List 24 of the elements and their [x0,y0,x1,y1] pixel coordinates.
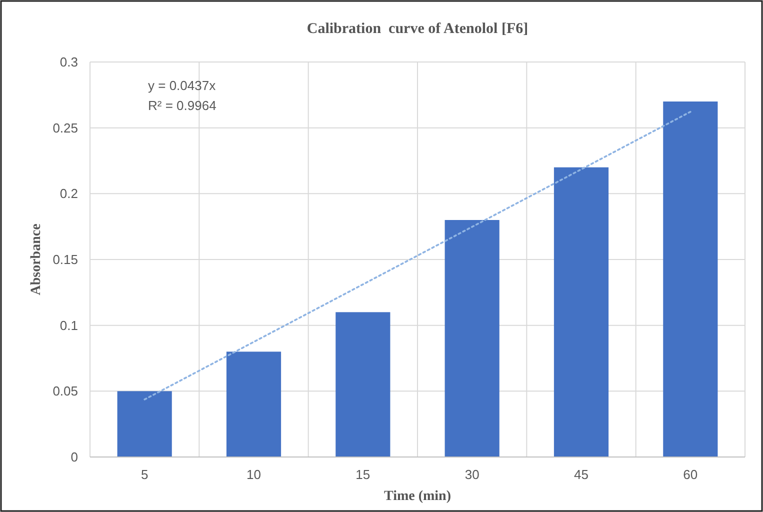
y-tick-label: 0.1 [60,318,78,333]
bar [117,391,172,457]
x-tick-label: 5 [140,467,148,482]
chart-title: Calibration curve of Atenolol [F6] [306,21,528,37]
y-tick-label: 0.15 [52,252,78,268]
annotation: y = 0.0437x [148,78,216,93]
y-tick-label: 0.25 [52,120,78,136]
bar [226,352,282,457]
y-tick-label: 0 [70,450,78,465]
bar [663,102,718,457]
y-axis-title: Absorbance [29,224,44,296]
annotation: R² = 0.9964 [148,98,216,113]
bar [444,220,500,457]
bar [554,167,609,457]
y-tick-label: 0.3 [60,54,78,70]
bar [336,312,390,457]
y-tick-label: 0.2 [60,186,78,202]
x-tick-label: 60 [683,467,698,482]
x-tick-label: 15 [356,467,370,482]
x-tick-label: 30 [464,467,480,482]
x-tick-label: 10 [246,467,261,482]
x-axis-title: Time (min) [384,489,452,504]
y-tick-label: 0.05 [52,384,78,399]
x-tick-label: 45 [574,467,588,482]
